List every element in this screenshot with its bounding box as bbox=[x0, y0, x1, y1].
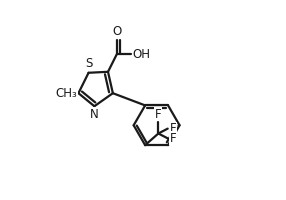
Text: F: F bbox=[155, 108, 162, 121]
Text: F: F bbox=[170, 132, 176, 145]
Text: F: F bbox=[170, 122, 176, 135]
Text: S: S bbox=[85, 57, 92, 70]
Text: N: N bbox=[90, 108, 99, 121]
Text: CH₃: CH₃ bbox=[56, 87, 78, 100]
Text: O: O bbox=[112, 25, 121, 38]
Text: OH: OH bbox=[132, 48, 150, 61]
